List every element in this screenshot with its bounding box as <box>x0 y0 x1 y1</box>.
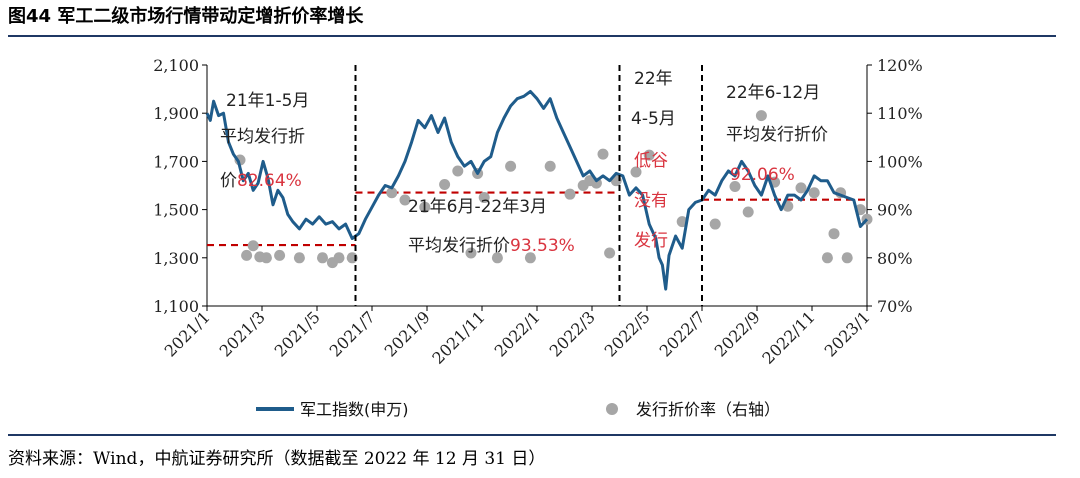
y-left-tick-label: 1,500 <box>153 201 199 220</box>
period1-value: 82.64% <box>237 171 302 191</box>
discount-rate-point <box>630 166 642 178</box>
discount-rate-point <box>505 160 517 172</box>
discount-rate-point <box>491 252 503 264</box>
chart-dividers <box>354 65 703 306</box>
period1-label-2: 平均发行折 <box>220 127 305 147</box>
discount-rate-point <box>386 187 398 199</box>
period3-label-1: 22年 <box>634 69 673 89</box>
discount-rate-point <box>465 247 477 259</box>
y-right-tick-label: 100% <box>877 152 923 171</box>
x-tick-label: 2022/9 <box>711 307 764 360</box>
discount-rate-point <box>564 188 576 200</box>
discount-rate-point <box>643 149 655 161</box>
period2-label-prefix: 平均发行折价 <box>408 236 510 256</box>
period1-label-3: 价82.64% <box>220 171 302 191</box>
discount-rate-point <box>821 252 833 264</box>
discount-rate-point <box>260 252 272 264</box>
legend-scatter-label: 发行折价率（右轴） <box>636 400 780 419</box>
period2-value: 93.53% <box>510 236 575 256</box>
chart-line-series <box>205 90 869 291</box>
discount-rate-point <box>524 252 536 264</box>
y-right-tick-label: 80% <box>877 249 913 268</box>
chart-scatter-series <box>234 110 873 269</box>
discount-rate-point <box>419 201 431 213</box>
period1-label-1: 21年1-5月 <box>226 91 309 111</box>
discount-rate-point <box>742 206 754 218</box>
discount-rate-point <box>452 165 464 177</box>
x-tick-label: 2021/9 <box>381 307 434 360</box>
source-note: 资料来源：Wind，中航证券研究所（数据截至 2022 年 12 月 31 日） <box>8 449 546 469</box>
bottom-rule <box>8 434 1056 436</box>
chart-reference-lines <box>207 191 867 247</box>
period1-label-prefix: 价 <box>220 171 237 191</box>
chart-annotations: 21年1-5月 平均发行折 价82.64% 21年6月-22年3月 平均发行折价… <box>220 69 828 256</box>
period2-label-1: 21年6月-22年3月 <box>408 197 547 217</box>
discount-rate-point <box>247 240 259 252</box>
discount-rate-point <box>604 247 616 259</box>
y-left-tick-label: 1,100 <box>153 297 199 316</box>
period2-label-2: 平均发行折价93.53% <box>408 236 575 256</box>
discount-rate-point <box>755 110 767 122</box>
legend-scatter-swatch <box>606 403 618 415</box>
discount-rate-point <box>317 252 328 264</box>
x-tick-label: 2022/7 <box>656 307 709 360</box>
x-tick-label: 2021/11 <box>428 307 488 367</box>
discount-rate-point <box>333 252 345 264</box>
discount-rate-point <box>544 160 556 172</box>
top-rule <box>8 35 1056 37</box>
y-left-tick-label: 1,900 <box>153 104 199 123</box>
period4-label-2: 平均发行折价 <box>726 125 828 145</box>
period4-value: 92.06% <box>730 165 795 185</box>
discount-rate-point <box>808 187 820 199</box>
y-right-tick-label: 70% <box>877 297 913 316</box>
legend-line-label: 军工指数(申万) <box>300 400 409 419</box>
period3-label-3: 低谷 <box>634 151 668 171</box>
chart-legend: 军工指数(申万) 发行折价率（右轴） <box>256 400 780 419</box>
y-left-tick-label: 2,100 <box>153 56 199 75</box>
figure-title: 图44 军工二级市场行情带动定增折价率增长 <box>8 6 364 27</box>
discount-rate-point <box>841 252 853 264</box>
discount-rate-point <box>241 249 253 261</box>
y-right-tick-label: 120% <box>877 56 923 75</box>
discount-rate-point <box>828 228 840 240</box>
x-tick-label: 2022/1 <box>491 307 544 360</box>
x-tick-label: 2022/11 <box>758 307 818 367</box>
discount-rate-point <box>399 194 411 206</box>
discount-rate-point <box>478 192 490 204</box>
discount-rate-point <box>597 148 609 160</box>
x-tick-label: 2021/7 <box>326 307 379 360</box>
y-left-tick-label: 1,700 <box>153 152 199 171</box>
x-tick-label: 2023/1 <box>821 307 874 360</box>
x-tick-label: 2021/5 <box>271 307 324 360</box>
y-left-tick-label: 1,300 <box>153 249 199 268</box>
period3-label-2: 4-5月 <box>631 109 676 129</box>
discount-rate-point <box>709 218 721 230</box>
military-index-line <box>205 90 869 291</box>
discount-rate-point <box>795 182 807 194</box>
discount-rate-point <box>439 179 451 191</box>
period4-label-1: 22年6-12月 <box>726 83 820 103</box>
x-tick-label: 2022/5 <box>601 307 654 360</box>
period3-label-5: 发行 <box>634 231 668 251</box>
x-tick-label: 2022/3 <box>546 307 599 360</box>
y-right-tick-label: 90% <box>877 201 913 220</box>
y-right-tick-label: 110% <box>877 104 923 123</box>
x-tick-label: 2021/3 <box>216 307 269 360</box>
discount-rate-point <box>293 252 305 264</box>
discount-rate-point <box>729 180 741 192</box>
period3-label-4: 没有 <box>634 191 668 211</box>
discount-rate-point <box>274 249 286 261</box>
